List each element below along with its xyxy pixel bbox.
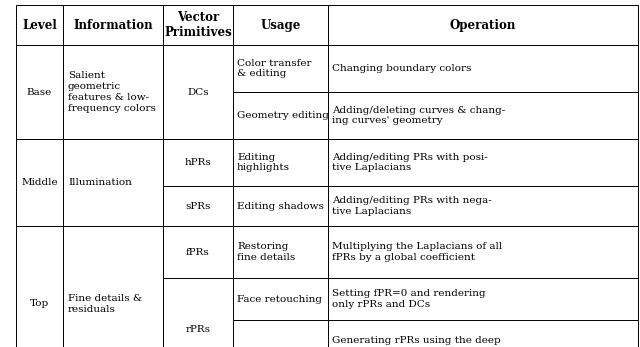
Text: hPRs: hPRs: [184, 158, 211, 167]
Text: Information: Information: [73, 18, 153, 32]
Bar: [328, 45, 638, 92]
Bar: [163, 226, 233, 278]
Bar: [63, 226, 163, 347]
Bar: [328, 226, 638, 278]
Bar: [233, 92, 328, 139]
Bar: [163, 278, 233, 347]
Bar: [16, 226, 63, 347]
Text: Middle: Middle: [21, 178, 58, 187]
Text: Multiplying the Laplacians of all
fPRs by a global coefficient: Multiplying the Laplacians of all fPRs b…: [332, 242, 502, 262]
Bar: [163, 139, 233, 186]
Text: Adding/deleting curves & chang-
ing curves' geometry: Adding/deleting curves & chang- ing curv…: [332, 105, 505, 125]
Text: sPRs: sPRs: [186, 202, 211, 211]
Bar: [16, 45, 63, 139]
Bar: [63, 139, 163, 226]
Text: Adding/editing PRs with posi-
tive Laplacians: Adding/editing PRs with posi- tive Lapla…: [332, 153, 488, 172]
Text: Color transfer
& editing: Color transfer & editing: [237, 59, 312, 78]
Bar: [233, 320, 328, 347]
Text: Operation: Operation: [450, 18, 516, 32]
Text: Adding/editing PRs with nega-
tive Laplacians: Adding/editing PRs with nega- tive Lapla…: [332, 196, 492, 216]
Bar: [328, 139, 638, 186]
Bar: [328, 186, 638, 226]
Text: fPRs: fPRs: [186, 247, 210, 256]
Bar: [328, 278, 638, 320]
Bar: [328, 92, 638, 139]
Text: Base: Base: [27, 87, 52, 96]
Text: Fine details &
residuals: Fine details & residuals: [68, 294, 142, 314]
Text: Face retouching: Face retouching: [237, 295, 322, 304]
Bar: [328, 5, 638, 45]
Bar: [16, 5, 63, 45]
Text: Level: Level: [22, 18, 57, 32]
Text: Changing boundary colors: Changing boundary colors: [332, 64, 472, 73]
Bar: [233, 5, 328, 45]
Bar: [233, 278, 328, 320]
Text: Editing shadows: Editing shadows: [237, 202, 324, 211]
Bar: [233, 226, 328, 278]
Bar: [328, 320, 638, 347]
Text: Usage: Usage: [260, 18, 301, 32]
Text: Vector
Primitives: Vector Primitives: [164, 11, 232, 39]
Bar: [163, 186, 233, 226]
Text: Restoring
fine details: Restoring fine details: [237, 242, 295, 262]
Text: Generating rPRs using the deep
generative model with the modi-
fied DCs as input: Generating rPRs using the deep generativ…: [332, 336, 503, 347]
Text: Salient
geometric
features & low-
frequency colors: Salient geometric features & low- freque…: [68, 71, 156, 113]
Bar: [163, 5, 233, 45]
Bar: [63, 5, 163, 45]
Bar: [63, 45, 163, 139]
Bar: [163, 45, 233, 139]
Bar: [233, 186, 328, 226]
Bar: [233, 45, 328, 92]
Bar: [16, 139, 63, 226]
Text: Editing
highlights: Editing highlights: [237, 153, 290, 172]
Text: DCs: DCs: [187, 87, 209, 96]
Text: Illumination: Illumination: [68, 178, 132, 187]
Text: rPRs: rPRs: [186, 325, 211, 335]
Text: Top: Top: [30, 299, 49, 308]
Text: Geometry editing: Geometry editing: [237, 111, 329, 120]
Bar: [233, 139, 328, 186]
Text: Setting fPR=0 and rendering
only rPRs and DCs: Setting fPR=0 and rendering only rPRs an…: [332, 289, 486, 309]
